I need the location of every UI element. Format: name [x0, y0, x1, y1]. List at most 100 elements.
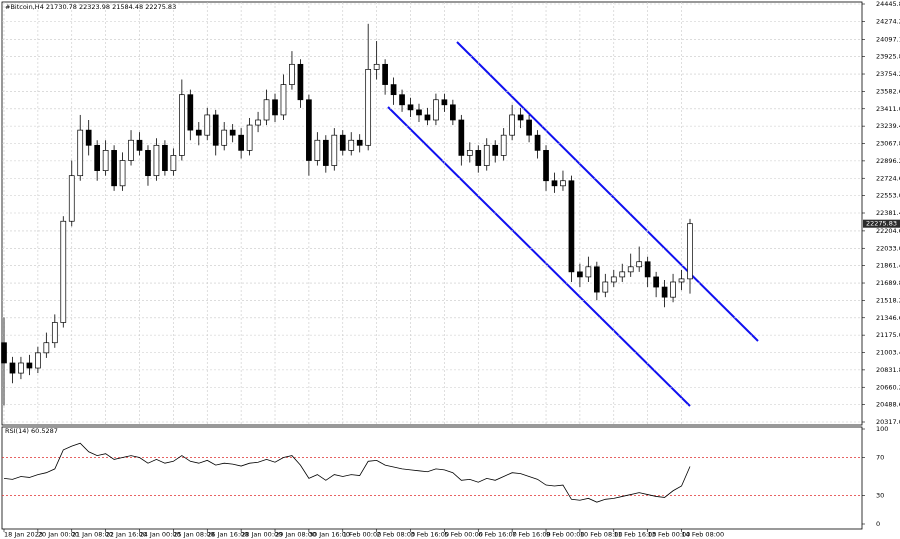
- y-tick-label: 21175.00: [876, 331, 900, 339]
- candle-body: [280, 84, 287, 116]
- y-tick-label: 24445.80: [876, 0, 900, 8]
- candle-body: [119, 160, 126, 187]
- candle-body: [60, 220, 67, 323]
- y-tick-label: 22896.20: [876, 157, 900, 165]
- x-tick-label: 21 Jan 08:00: [72, 531, 113, 539]
- candle-body: [51, 322, 58, 344]
- rsi-label: RSI(14) 60.5287: [5, 427, 58, 435]
- candle-body: [289, 63, 295, 85]
- x-tick-label: 11 Feb 16:00: [614, 531, 657, 539]
- channel-upper: [456, 41, 759, 342]
- candle-body: [356, 139, 363, 146]
- y-tick-label: 20488.60: [876, 401, 900, 409]
- x-tick-label: 30 Jan 16:00: [309, 531, 350, 539]
- candle-body: [9, 362, 16, 374]
- candle-body: [77, 129, 84, 177]
- candle-body: [263, 99, 270, 121]
- candle-body: [1, 342, 7, 364]
- x-tick-label: 29 Jan 08:00: [275, 531, 316, 539]
- x-tick-label: 1 Feb 00:00: [343, 531, 382, 539]
- x-tick-label: 28 Jan 00:00: [241, 531, 282, 539]
- candle-body: [407, 104, 414, 111]
- candle-body: [610, 276, 617, 283]
- candle-body: [162, 144, 168, 171]
- candle-body: [593, 266, 600, 293]
- y-tick-label: 24274.20: [876, 17, 900, 25]
- price-tag: 22275.83: [866, 220, 897, 228]
- candle-body: [68, 175, 75, 222]
- x-tick-label: 13 Feb 00:00: [648, 531, 691, 539]
- rsi-last: 60.5287: [31, 427, 58, 435]
- x-tick-label: 26 Jan 16:00: [207, 531, 248, 539]
- candle-body: [627, 266, 634, 273]
- x-tick-label: 25 Jan 08:00: [173, 531, 214, 539]
- candle-body: [551, 180, 558, 187]
- candle-body: [204, 114, 211, 136]
- candle-body: [661, 286, 668, 298]
- y-tick-label: 23411.00: [876, 105, 900, 113]
- x-tick-label: 7 Feb 16:00: [512, 531, 551, 539]
- x-tick-label: 24 Jan 00:00: [140, 531, 181, 539]
- candle-body: [441, 99, 448, 106]
- candle-body: [585, 266, 592, 278]
- candle-body: [306, 99, 312, 161]
- candle-body: [475, 150, 482, 166]
- price-panel: [1, 1, 863, 426]
- ohlc-high: 22323.98: [79, 3, 110, 11]
- x-tick-label: 10 Feb 08:00: [580, 531, 623, 539]
- candle-body: [424, 114, 431, 121]
- ohlc-low: 21584.48: [112, 3, 143, 11]
- y-tick-label: 0: [876, 520, 880, 528]
- y-tick-label: 21689.80: [876, 279, 900, 287]
- candle-body: [678, 278, 685, 283]
- candle-body: [466, 150, 473, 156]
- candle-body: [560, 180, 566, 187]
- rsi-panel: [1, 426, 863, 530]
- candle-body: [43, 342, 50, 354]
- candle-body: [509, 114, 515, 136]
- ohlc-open: 21730.78: [46, 3, 77, 11]
- candle-body: [526, 119, 532, 136]
- candle-body: [577, 271, 583, 278]
- candle-body: [483, 144, 490, 166]
- candle-body: [195, 129, 202, 136]
- y-tick-label: 21346.60: [876, 314, 900, 322]
- y-tick-label: 21518.20: [876, 296, 900, 304]
- y-tick-label: 22381.40: [876, 209, 900, 217]
- candle-body: [85, 129, 92, 146]
- y-tick-label: 23925.80: [876, 53, 900, 61]
- candle-body: [179, 94, 185, 156]
- y-tick-label: 23067.80: [876, 140, 900, 148]
- candle-body: [534, 134, 541, 151]
- y-tick-label: 22033.00: [876, 244, 900, 252]
- x-tick-label: 3 Feb 16:00: [411, 531, 450, 539]
- candle-body: [229, 129, 236, 136]
- x-tick-label: 2 Feb 08:00: [377, 531, 416, 539]
- candle-body: [568, 180, 575, 273]
- x-tick-label: 6 Feb 16:00: [478, 531, 517, 539]
- candle-body: [365, 69, 372, 146]
- candle-body: [221, 129, 228, 146]
- candle-body: [543, 150, 549, 182]
- price-tag-bg: [863, 219, 900, 228]
- candle-body: [314, 139, 321, 161]
- candle-body: [246, 124, 253, 151]
- x-tick-label: 5 Feb 00:00: [444, 531, 483, 539]
- candle-body: [111, 150, 117, 187]
- candle-body: [18, 362, 24, 374]
- candle-body: [322, 139, 329, 166]
- candle-body: [331, 134, 338, 166]
- y-tick-label: 70: [876, 454, 884, 462]
- candle-body: [94, 144, 101, 171]
- candle-body: [458, 119, 465, 156]
- rsi-name: RSI(14): [5, 427, 29, 435]
- candle-body: [602, 281, 609, 293]
- y-tick-label: 22724.60: [876, 174, 900, 182]
- candle-body: [517, 114, 524, 121]
- y-tick-label: 100: [876, 425, 888, 433]
- x-tick-label: 20 Jan 00:00: [38, 531, 79, 539]
- y-tick-label: 21861.40: [876, 262, 900, 270]
- candle-body: [500, 134, 507, 156]
- ohlc-close: 22275.83: [145, 3, 176, 11]
- candle-body: [339, 134, 346, 151]
